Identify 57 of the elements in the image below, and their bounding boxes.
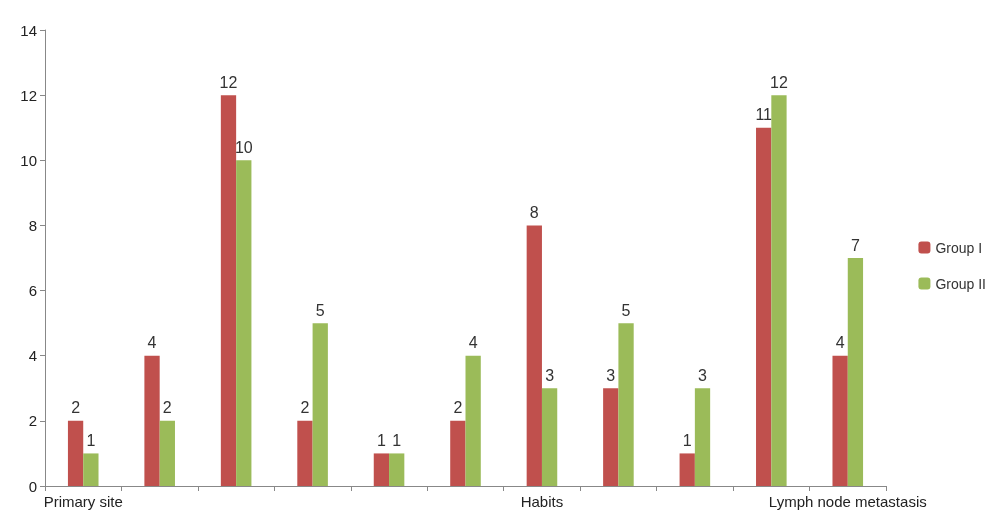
data-label: 3 bbox=[545, 366, 555, 384]
bar bbox=[312, 323, 328, 486]
bar bbox=[236, 160, 252, 486]
data-label: 12 bbox=[219, 73, 238, 91]
bar bbox=[847, 258, 864, 486]
bar bbox=[144, 355, 160, 486]
bar bbox=[465, 355, 481, 486]
data-label: 1 bbox=[392, 431, 402, 449]
bar bbox=[771, 95, 787, 486]
legend-label: Group II bbox=[935, 275, 987, 292]
data-label: 3 bbox=[606, 366, 616, 384]
x-tick-label: Lymph node metastasis bbox=[768, 493, 927, 510]
data-label: 4 bbox=[468, 334, 478, 352]
x-tick-label: Primary site bbox=[43, 493, 123, 510]
bar bbox=[220, 95, 237, 486]
data-label: 4 bbox=[147, 334, 157, 352]
data-label: 4 bbox=[835, 334, 845, 352]
bar bbox=[756, 127, 772, 486]
bar bbox=[159, 420, 175, 486]
data-label: 2 bbox=[71, 399, 81, 417]
data-label: 1 bbox=[376, 431, 386, 449]
data-label: 5 bbox=[315, 301, 325, 319]
x-tick-label: Habits bbox=[520, 493, 564, 510]
legend-label: Group I bbox=[935, 239, 983, 256]
data-label: 8 bbox=[529, 203, 539, 221]
y-tick-label: 0 bbox=[28, 477, 37, 495]
bar bbox=[83, 453, 99, 486]
data-label: 3 bbox=[698, 366, 708, 384]
y-tick-label: 4 bbox=[28, 347, 37, 365]
y-tick-label: 12 bbox=[20, 86, 37, 104]
y-tick-label: 10 bbox=[20, 151, 37, 169]
bar bbox=[297, 420, 313, 486]
bar bbox=[67, 420, 84, 486]
bar bbox=[618, 323, 634, 486]
bar bbox=[603, 388, 619, 486]
y-tick-label: 8 bbox=[28, 216, 37, 234]
data-label: 2 bbox=[300, 399, 310, 417]
y-tick-label: 14 bbox=[20, 21, 37, 39]
y-tick-label: 2 bbox=[28, 412, 37, 430]
bar bbox=[832, 355, 848, 486]
data-label: 1 bbox=[86, 431, 96, 449]
data-label: 11 bbox=[755, 106, 773, 124]
data-label: 12 bbox=[770, 73, 788, 91]
data-label: 10 bbox=[234, 138, 253, 156]
bar bbox=[694, 388, 711, 486]
data-label: 5 bbox=[621, 301, 631, 319]
y-tick-label: 6 bbox=[28, 282, 37, 300]
bar bbox=[679, 453, 695, 486]
bar bbox=[450, 420, 466, 486]
bar bbox=[526, 225, 542, 486]
data-label: 7 bbox=[850, 236, 860, 254]
bar bbox=[541, 388, 558, 486]
data-label: 2 bbox=[453, 399, 463, 417]
data-label: 2 bbox=[162, 399, 172, 417]
data-label: 1 bbox=[682, 431, 692, 449]
bar bbox=[373, 453, 390, 486]
bar bbox=[389, 453, 405, 486]
